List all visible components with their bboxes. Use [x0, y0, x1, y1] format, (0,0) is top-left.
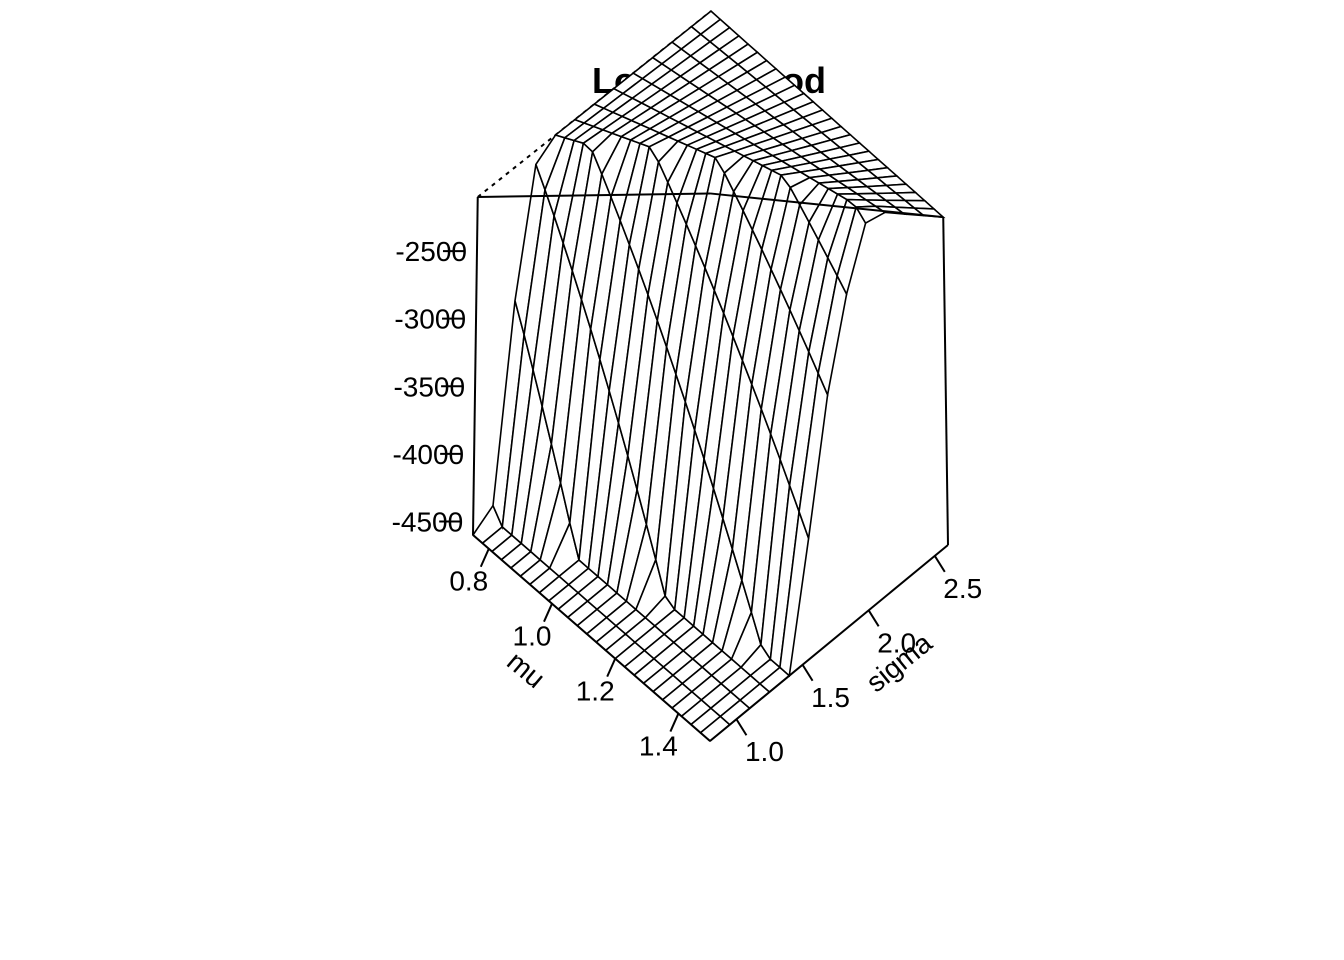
y-tick-mark	[801, 664, 814, 682]
z-tick-label: -4000	[393, 439, 465, 470]
box-edge-top-left	[477, 192, 711, 198]
x-tick-mark	[669, 713, 680, 732]
z-tick-label: -4500	[392, 506, 464, 537]
x-tick-label: 0.8	[449, 566, 488, 597]
z-tick-label: -3000	[394, 304, 466, 335]
x-tick-label: 1.4	[639, 731, 678, 762]
x-axis-label: mu	[501, 645, 551, 694]
x-tick-mark	[543, 603, 553, 623]
y-tick-label: 2.0	[877, 627, 916, 658]
y-tick-mark	[867, 609, 880, 627]
y-tick-mark	[735, 718, 748, 736]
surface-mesh	[471, 10, 946, 743]
box-edge-left-vertical	[472, 196, 479, 536]
x-tick-mark	[479, 548, 490, 568]
plot-box-front	[472, 192, 949, 742]
y-tick-label: 1.5	[811, 682, 850, 713]
z-tick-label: -3500	[393, 371, 465, 402]
axes: -2500 -3000 -3500 -4000 -4500 0.8 1.0 1.2 1.4 1.0…	[392, 236, 983, 767]
x-tick-label: 1.0	[513, 621, 552, 652]
box-edge-bottom-right	[709, 544, 949, 742]
y-tick-label: 2.5	[943, 573, 982, 604]
y-tick-label: 1.0	[745, 736, 784, 767]
x-tick-label: 1.2	[576, 676, 615, 707]
y-tick-mark	[933, 555, 946, 573]
box-edge-top-right	[709, 192, 944, 219]
box-edge-bottom-left	[472, 534, 711, 742]
x-tick-mark	[606, 658, 617, 678]
box-edge-right-vertical	[942, 217, 949, 546]
z-tick-label: -2500	[395, 236, 467, 267]
